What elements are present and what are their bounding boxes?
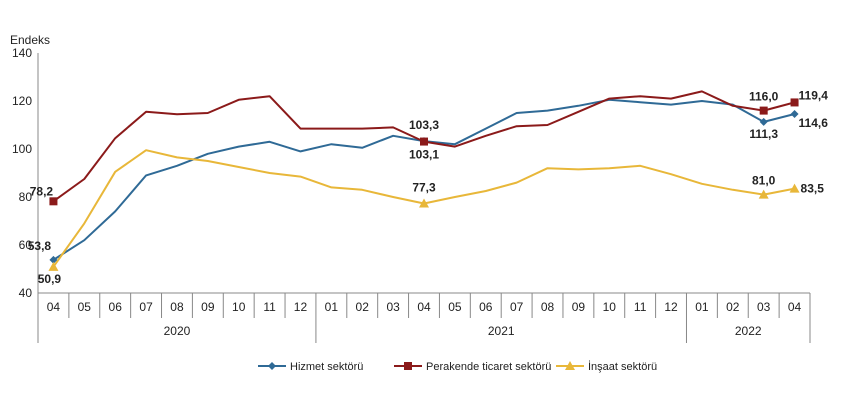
data-point: [759, 106, 768, 115]
data-point: [420, 137, 428, 146]
y-tick-label: 100: [12, 142, 32, 156]
data-point: [419, 198, 429, 208]
data-point: [758, 189, 769, 199]
x-tick-label: 07: [510, 300, 524, 314]
x-tick-label: 05: [78, 300, 92, 314]
year-label: 2022: [735, 324, 762, 338]
x-tick-label: 12: [664, 300, 678, 314]
y-tick-labels: 40 60 80 100 120 140: [12, 46, 32, 300]
data-label: 103,3: [409, 118, 439, 132]
data-point: [49, 255, 58, 264]
data-point: [759, 117, 768, 126]
data-label: 83,5: [801, 182, 825, 196]
x-tick-label: 08: [541, 300, 555, 314]
data-label: 50,9: [38, 272, 62, 286]
x-tick-label: 03: [757, 300, 771, 314]
data-point: [49, 197, 58, 206]
y-tick-label: 120: [12, 94, 32, 108]
data-label: 103,1: [409, 148, 439, 162]
y-axis-label: Endeks: [10, 33, 50, 47]
x-tick-label: 06: [479, 300, 493, 314]
data-point: [48, 261, 59, 271]
legend-marker: [268, 362, 276, 370]
x-tick-label: 04: [47, 300, 61, 314]
legend: Hizmet sektörü Perakende ticaret sektörü İ…: [258, 360, 657, 373]
legend-label: Perakende ticaret sektörü: [426, 361, 551, 373]
x-tick-label: 09: [572, 300, 586, 314]
x-tick-label: 04: [788, 300, 802, 314]
y-tick-label: 60: [19, 238, 33, 252]
x-tick-label: 11: [263, 300, 276, 314]
legend-label: İnşaat sektörü: [588, 360, 657, 373]
data-label: 119,4: [799, 88, 829, 102]
x-tick-label: 04: [417, 300, 431, 314]
x-tick-label: 05: [448, 300, 462, 314]
x-tick-label: 08: [170, 300, 184, 314]
x-tick-label: 02: [356, 300, 370, 314]
x-tick-label: 09: [201, 300, 215, 314]
data-label: 81,0: [752, 174, 776, 188]
data-label: 111,3: [749, 127, 778, 141]
x-tick-label: 12: [294, 300, 308, 314]
series-line: [52, 149, 795, 268]
axes: [37, 53, 811, 343]
data-point: [790, 109, 799, 118]
y-tick-label: 140: [12, 46, 32, 60]
x-tick-label: 10: [232, 300, 246, 314]
year-label: 2020: [164, 324, 191, 338]
x-tick-label: 11: [634, 300, 647, 314]
series-markers: [48, 98, 800, 271]
y-tick-label: 40: [19, 286, 33, 300]
x-tick-label: 03: [386, 300, 400, 314]
data-label: 116,0: [749, 90, 779, 104]
data-point: [790, 98, 799, 107]
data-label: 53,8: [28, 239, 52, 253]
data-label: 78,2: [30, 184, 54, 198]
x-tick-label: 07: [139, 300, 153, 314]
year-label: 2021: [488, 324, 515, 338]
data-labels: 53,8 78,2 50,9 103,3 103,1 77,3 116,0 111,3 81,0…: [28, 88, 828, 285]
y-tick-label: 80: [19, 190, 33, 204]
x-tick-label: 01: [325, 300, 339, 314]
legend-marker: [404, 362, 412, 370]
data-point: [789, 183, 800, 193]
x-tick-labels: 04 05 06 07 08 09 10 11 12 01 02 03 04 05 06 07 08 09 10 11…: [47, 300, 802, 338]
x-tick-label: 06: [109, 300, 123, 314]
x-tick-label: 01: [695, 300, 709, 314]
x-tick-label: 02: [726, 300, 740, 314]
data-label: 114,6: [799, 116, 829, 130]
legend-label: Hizmet sektörü: [290, 361, 363, 373]
data-label: 77,3: [412, 180, 436, 194]
x-tick-label: 10: [603, 300, 617, 314]
legend-marker: [565, 361, 575, 370]
